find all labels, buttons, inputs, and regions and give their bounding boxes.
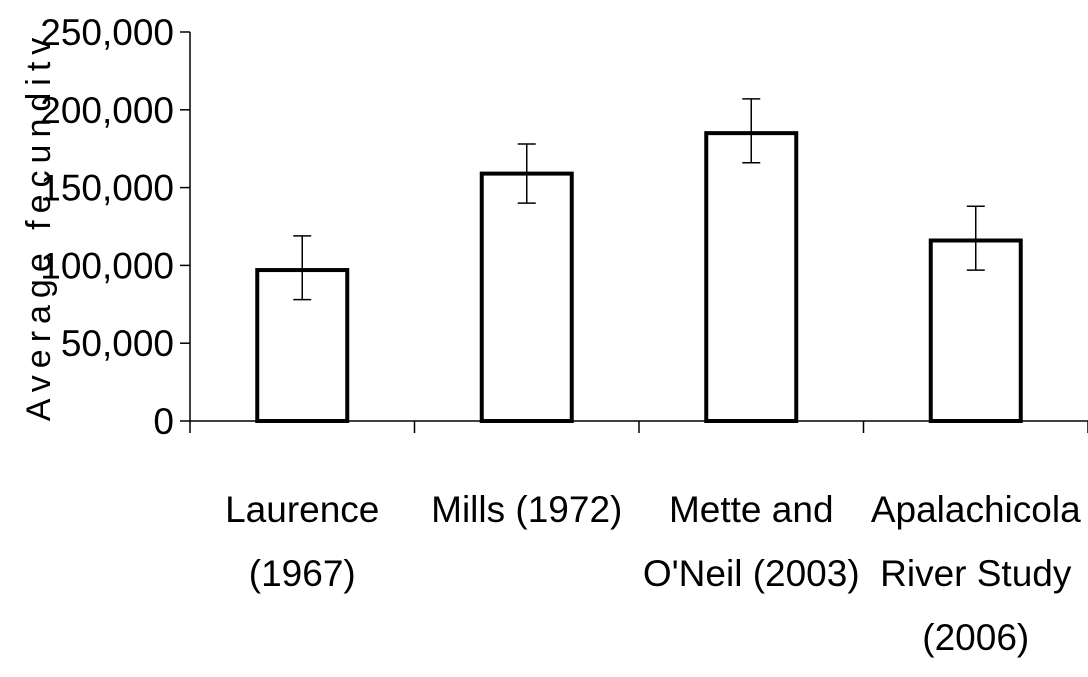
y-tick-label: 50,000 — [61, 323, 174, 364]
y-tick-label: 200,000 — [40, 90, 174, 131]
bar — [704, 131, 799, 423]
error-bars — [293, 98, 985, 301]
y-axis-ticks: 0 50,000 100,000 150,000 200,000 250,000 — [40, 12, 190, 442]
category-label: Mills (1972) — [431, 489, 622, 530]
category-label: River Study — [880, 553, 1072, 594]
category-label: (2006) — [922, 617, 1029, 658]
y-tick-label: 150,000 — [40, 168, 174, 209]
bar — [479, 171, 574, 423]
category-label: Mette and — [669, 489, 834, 530]
category-labels: Laurence (1967) Mills (1972) Mette and O'Nei… — [225, 489, 1081, 658]
y-tick-label: 250,000 — [40, 12, 174, 53]
category-label: O'Neil (2003) — [643, 553, 860, 594]
category-label: Laurence — [225, 489, 379, 530]
category-label: Apalachicola — [871, 489, 1081, 530]
category-label: (1967) — [249, 553, 356, 594]
y-axis-title: Average fecunditv — [20, 31, 58, 422]
x-axis-ticks — [189, 421, 1088, 433]
y-tick-label: 100,000 — [40, 245, 174, 286]
y-tick-label: 0 — [153, 401, 174, 442]
bars — [255, 131, 1023, 423]
